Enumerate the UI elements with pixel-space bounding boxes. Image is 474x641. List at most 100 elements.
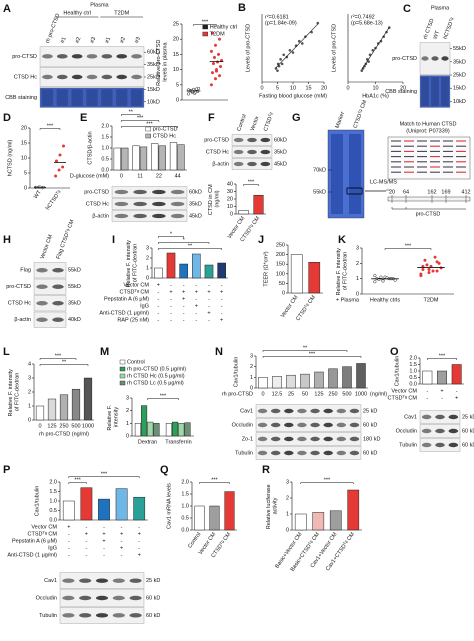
band (71, 74, 83, 80)
band (114, 189, 129, 195)
band (129, 578, 142, 583)
band (116, 74, 128, 80)
band (310, 408, 320, 414)
y-tick-label: 3 (28, 375, 31, 381)
band (131, 74, 142, 80)
size-marker: 60 kD (363, 422, 377, 428)
point (276, 69, 279, 72)
lane-label: Vector (250, 115, 261, 132)
significance-bracket (147, 398, 179, 400)
blot-strip (255, 418, 362, 432)
y-tick-label: 1.0 (101, 145, 109, 151)
band (270, 422, 281, 428)
y-tick-label: 2.0 (101, 123, 109, 129)
band (152, 213, 166, 219)
lane-label: #2 (119, 36, 127, 44)
condition-sign: - (208, 282, 210, 288)
band (435, 428, 445, 434)
y-tick-label: 30 (227, 189, 233, 195)
point (427, 267, 431, 272)
point (213, 77, 218, 81)
band (52, 284, 64, 289)
bar (192, 253, 201, 279)
point (61, 165, 65, 169)
stain-lane (41, 89, 54, 106)
x-tick-label: 0 (260, 85, 263, 91)
bar (158, 145, 166, 171)
legend-label: Healthy ctrl (210, 24, 238, 30)
significance-bracket (121, 114, 141, 116)
panel-letter: G (292, 112, 301, 124)
legend-label: T2DM (210, 31, 225, 37)
bar (451, 364, 462, 385)
row-label: β-actin (14, 317, 31, 323)
size-marker: 35kD (147, 62, 160, 68)
blot-strip (33, 278, 67, 295)
point (211, 61, 216, 66)
band (36, 268, 48, 273)
x-tick-label: 5 (276, 85, 279, 91)
point (54, 174, 58, 178)
bar (47, 398, 57, 421)
blot-strip (255, 404, 362, 418)
point (427, 270, 431, 275)
point (218, 65, 223, 69)
bar (98, 498, 110, 521)
y-tick-label: 0 (176, 97, 179, 103)
size-marker: 60 kD (462, 428, 474, 434)
size-marker: 55kD (453, 46, 466, 52)
y-tick-label: 2 (286, 495, 289, 501)
condition-sign: - (85, 524, 87, 530)
x-tick-label: 0 (261, 391, 264, 397)
point (373, 274, 377, 278)
match-title: Match to Human CTSD (400, 121, 457, 127)
stain-lane (431, 77, 439, 106)
x-tick-label: Dextran (138, 439, 157, 445)
y-axis-label: Relative F. intensity of FITC-dextran (126, 239, 138, 288)
point (435, 269, 439, 273)
significance-label: *** (309, 351, 316, 357)
stain-lane (421, 77, 429, 106)
size-marker: 10kD (147, 99, 160, 105)
point (216, 52, 221, 56)
y-tick-label: 0.0 (49, 517, 57, 523)
lane-label: WT (433, 29, 442, 40)
y-axis-label: Relative luciferase activity (266, 483, 278, 529)
panel-letter: D (3, 112, 11, 124)
band (114, 213, 129, 219)
bar (80, 487, 93, 521)
size-marker: 25 kD (146, 578, 160, 584)
size-marker: 10kD (453, 99, 466, 105)
size-marker: 45kD (274, 161, 287, 167)
significance-label: *** (248, 179, 255, 185)
band (421, 414, 432, 420)
legend-label: rh pro-CTSD (0.5 μg/ml) (127, 366, 186, 372)
bar (224, 491, 235, 531)
bar (217, 262, 226, 279)
y-tick-label: 15 (173, 52, 179, 58)
band (131, 54, 142, 59)
band (323, 422, 333, 428)
condition-sign: - (157, 289, 159, 295)
band (71, 54, 83, 59)
stain-lane (56, 89, 68, 106)
condition-sign: - (208, 317, 210, 323)
y-tick-label: 0.0 (101, 167, 109, 173)
band (257, 408, 268, 414)
row-label: Tubulin (399, 442, 417, 448)
y-axis-label: Relative F. intensity of FITC-dextran (8, 368, 20, 417)
x-axis-label: rh pro-CTSD (222, 391, 253, 397)
significance-bracket (193, 24, 217, 26)
band (257, 436, 268, 442)
panel-letter: E (80, 112, 87, 124)
lane-label: #1 (60, 36, 68, 44)
condition-sign: - (183, 282, 185, 288)
point (425, 263, 429, 267)
condition-sign: - (85, 538, 87, 544)
condition-sign: + (195, 303, 198, 309)
significance-bracket (427, 358, 457, 360)
significance-bracket (199, 482, 230, 484)
condition-sign: - (68, 545, 70, 551)
condition-sign: - (138, 538, 140, 544)
row-label: pro-CTSD (6, 284, 31, 290)
